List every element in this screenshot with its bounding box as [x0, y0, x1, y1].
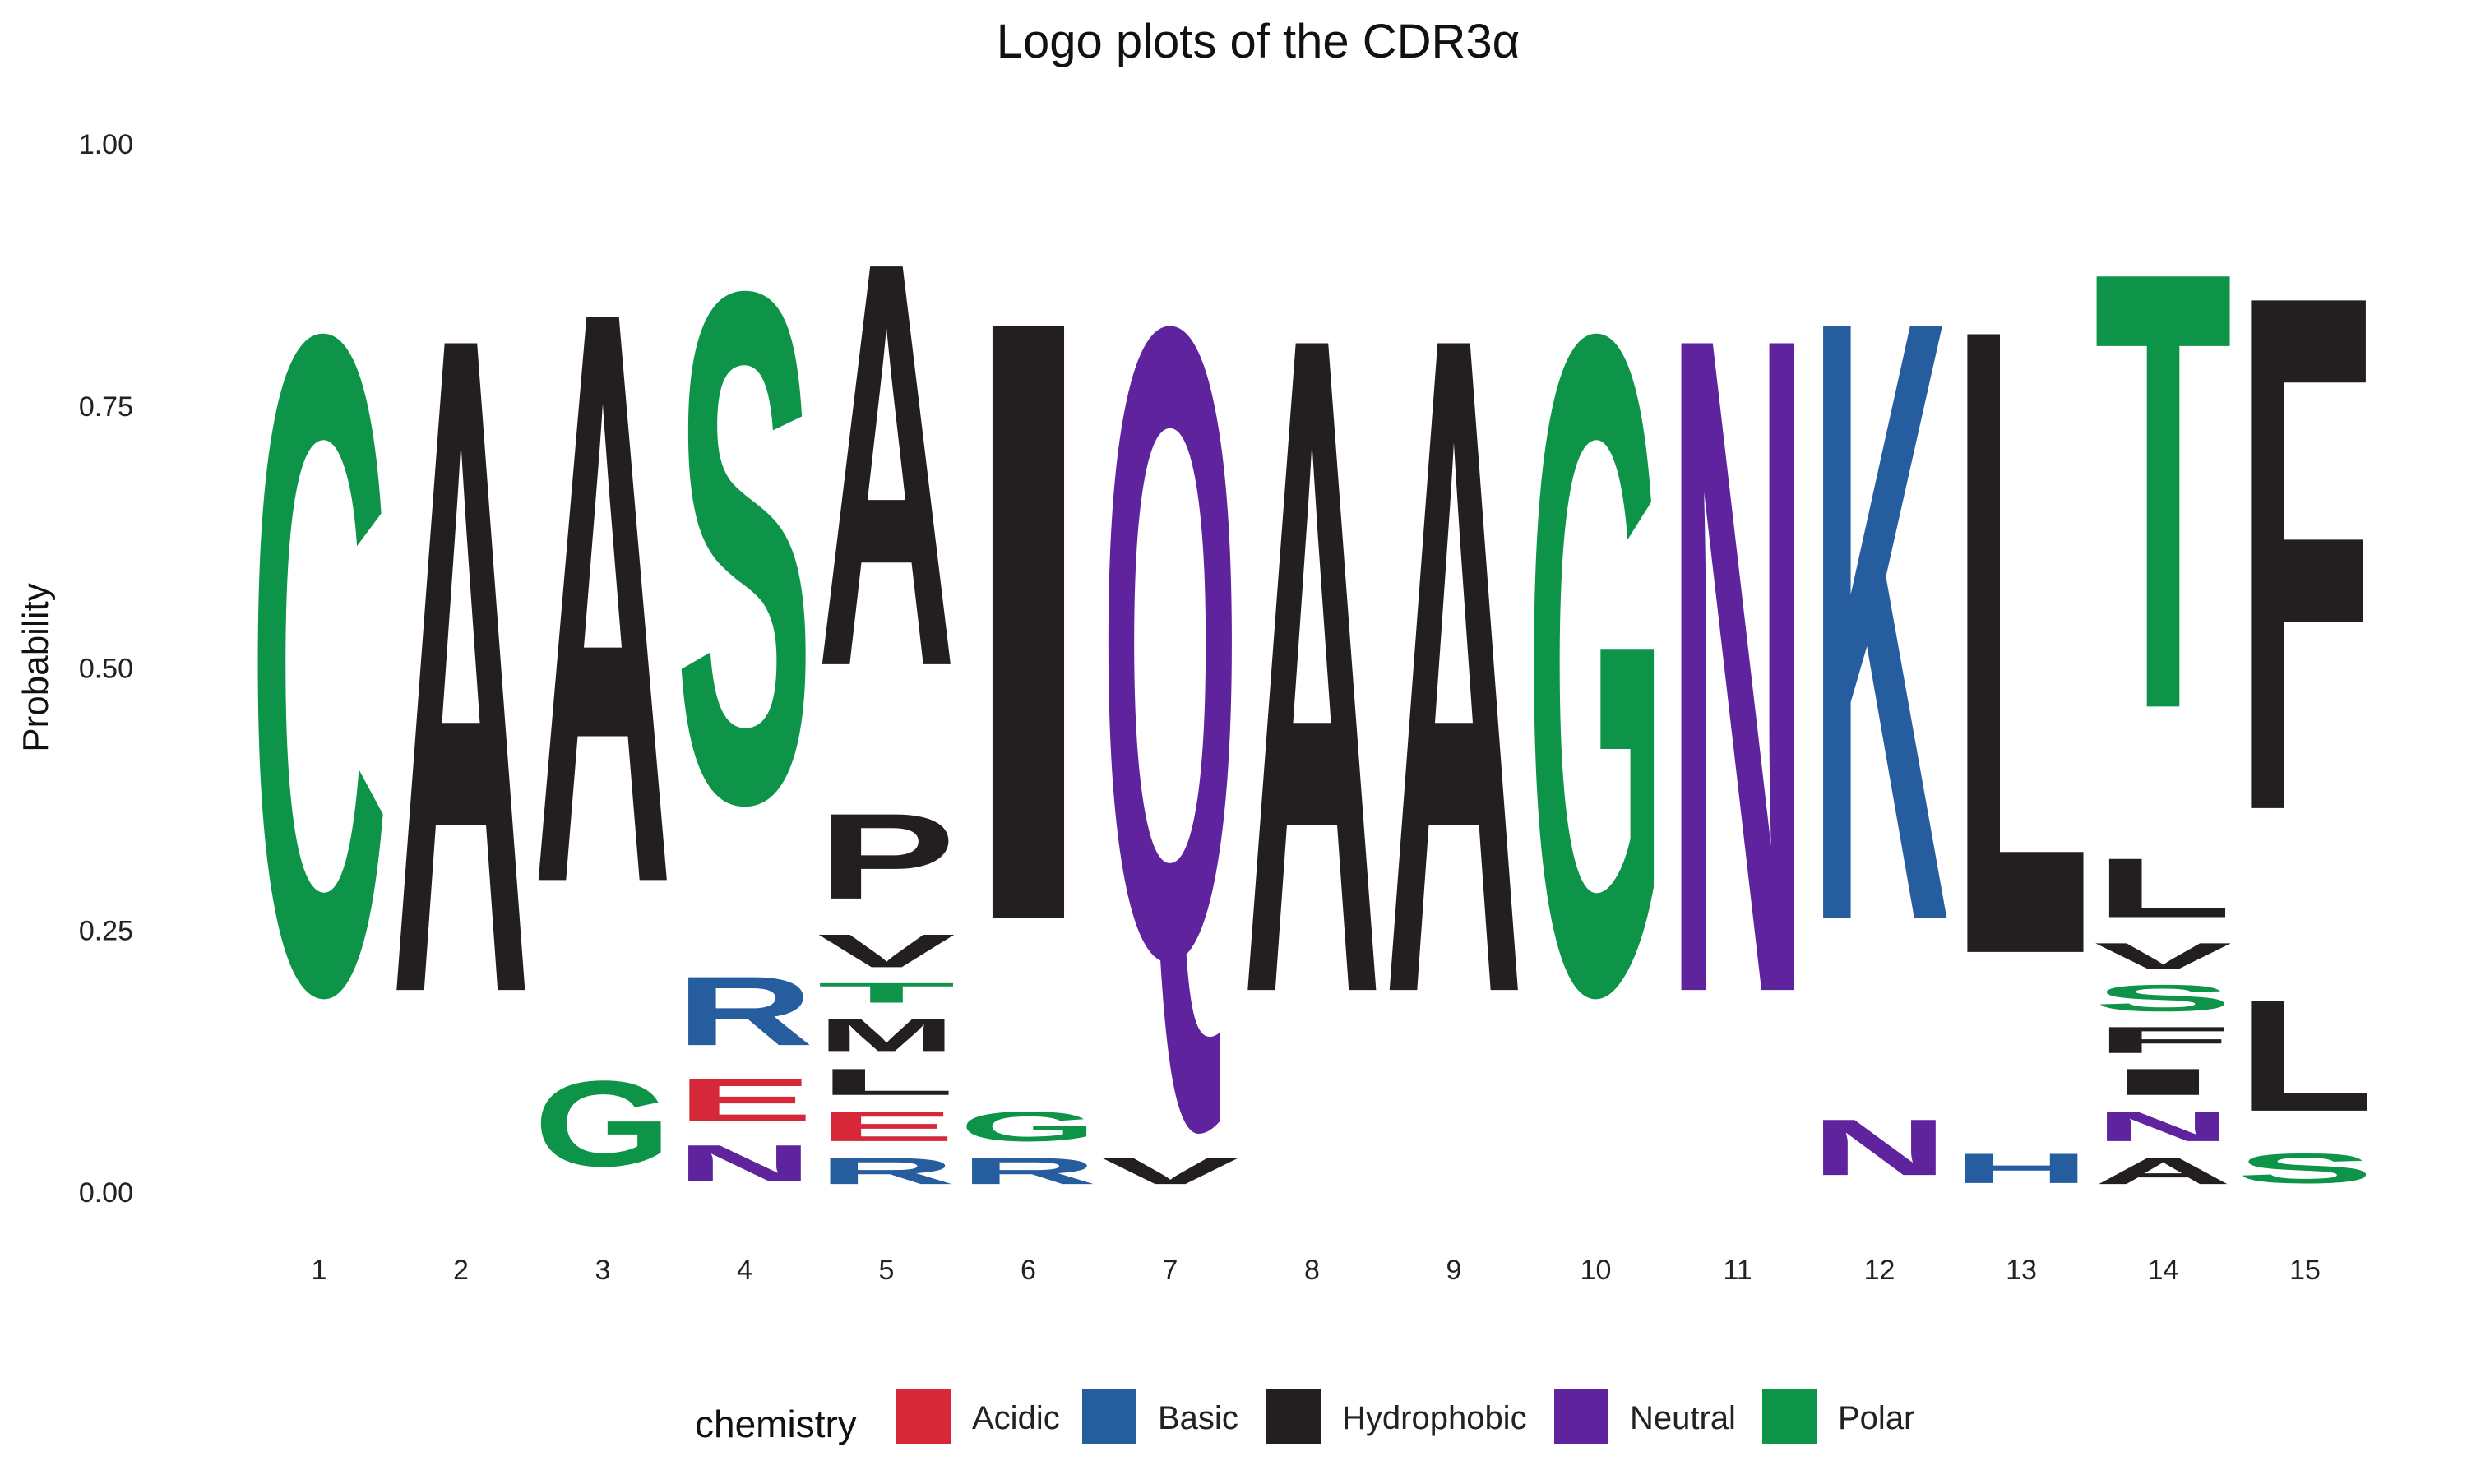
logo-letter-g: G — [534, 1056, 672, 1192]
y-ticks: 0.00 0.25 0.50 0.75 1.00 — [79, 129, 133, 1209]
logo-letter-g: G — [1527, 140, 1665, 1190]
legend-label: Hydrophobic — [1342, 1400, 1527, 1436]
legend-label: Polar — [1838, 1400, 1914, 1436]
logo-letter-l: L — [1952, 139, 2090, 1143]
y-tick-label: 0.75 — [79, 391, 133, 423]
logo-letter-l: L — [817, 1061, 956, 1103]
legend-title: chemistry — [695, 1403, 857, 1445]
logo-letter-a: A — [2094, 1150, 2233, 1192]
logo-letter-a: A — [392, 139, 530, 1190]
y-tick-label: 0.00 — [79, 1177, 133, 1209]
logo-letter-e: E — [676, 1066, 814, 1135]
logo-letter-l: L — [2094, 841, 2233, 936]
logo-letter-v: V — [817, 925, 956, 978]
logo-letter-n: N — [1811, 1103, 1949, 1191]
x-tick-label: 15 — [2289, 1255, 2321, 1286]
logo-letter-h: H — [1952, 1144, 2090, 1192]
logo-letter-v: V — [1101, 1150, 1239, 1192]
logo-letter-k: K — [1811, 140, 1949, 1101]
x-tick-label: 11 — [1723, 1255, 1752, 1286]
logo-letter-r: R — [676, 956, 814, 1066]
legend-swatch — [1762, 1389, 1817, 1444]
x-tick-label: 10 — [1581, 1255, 1612, 1286]
logo-letter-f: F — [2094, 1019, 2233, 1061]
x-tick-label: 9 — [1446, 1255, 1462, 1286]
logo-letter-a: A — [817, 141, 956, 787]
logo-letter-n: N — [2094, 1103, 2233, 1150]
logo-letter-n: N — [1669, 139, 1807, 1190]
logo-letter-i: I — [960, 140, 1098, 1101]
legend-label: Basic — [1158, 1400, 1238, 1436]
legend-swatch — [1554, 1389, 1608, 1444]
legend-swatch — [1266, 1389, 1321, 1444]
y-tick-label: 1.00 — [79, 129, 133, 160]
x-ticks: 1 2 3 4 5 6 7 8 9 10 11 12 13 14 15 — [312, 1255, 2321, 1286]
legend-swatch — [896, 1389, 951, 1444]
logo-letter-s: S — [676, 141, 814, 955]
y-tick-label: 0.50 — [79, 654, 133, 685]
logo-letter-p: P — [817, 788, 956, 924]
x-tick-label: 2 — [453, 1255, 469, 1286]
x-tick-label: 1 — [312, 1255, 327, 1286]
logo-letter-a: A — [1243, 139, 1382, 1190]
x-tick-label: 14 — [2148, 1255, 2179, 1286]
logo-letter-f: F — [2236, 140, 2374, 964]
logo-letter-r: R — [817, 1150, 956, 1192]
logo-letter-i: I — [2094, 1061, 2233, 1103]
legend-swatch — [1082, 1389, 1136, 1444]
logo-letter-c: C — [250, 139, 388, 1190]
x-tick-label: 12 — [1864, 1255, 1895, 1286]
logo-letter-a: A — [534, 141, 672, 1054]
legend: chemistry Acidic Basic Hydrophobic Neutral P… — [695, 1389, 1914, 1445]
y-tick-label: 0.25 — [79, 915, 133, 946]
logo-letter-t: T — [2094, 141, 2233, 840]
logo-letter-q: Q — [1101, 139, 1239, 1148]
y-axis-label: Probability — [16, 583, 56, 751]
logo-letter-m: M — [817, 1009, 956, 1061]
logo-letter-g: G — [960, 1103, 1098, 1150]
x-tick-label: 8 — [1304, 1255, 1320, 1286]
logo-letter-s: S — [2236, 1144, 2374, 1192]
x-tick-label: 5 — [879, 1255, 895, 1286]
logo-letter-s: S — [2094, 978, 2233, 1019]
x-tick-label: 13 — [2006, 1255, 2037, 1286]
legend-label: Acidic — [972, 1400, 1060, 1436]
logo-letter-v: V — [2094, 936, 2233, 978]
logo-letter-t: T — [817, 978, 956, 1009]
logo-letter-r: R — [960, 1150, 1098, 1192]
chart-title: Logo plots of the CDR3α — [997, 15, 1520, 68]
x-tick-label: 4 — [737, 1255, 752, 1286]
logo-letter-n: N — [676, 1135, 814, 1192]
x-tick-label: 7 — [1163, 1255, 1178, 1286]
legend-label: Neutral — [1630, 1400, 1736, 1436]
x-tick-label: 3 — [595, 1255, 611, 1286]
logo-letter-l: L — [2236, 966, 2374, 1144]
logo-letter-e: E — [817, 1103, 956, 1150]
x-tick-label: 6 — [1021, 1255, 1036, 1286]
logo-letter-a: A — [1385, 139, 1523, 1190]
